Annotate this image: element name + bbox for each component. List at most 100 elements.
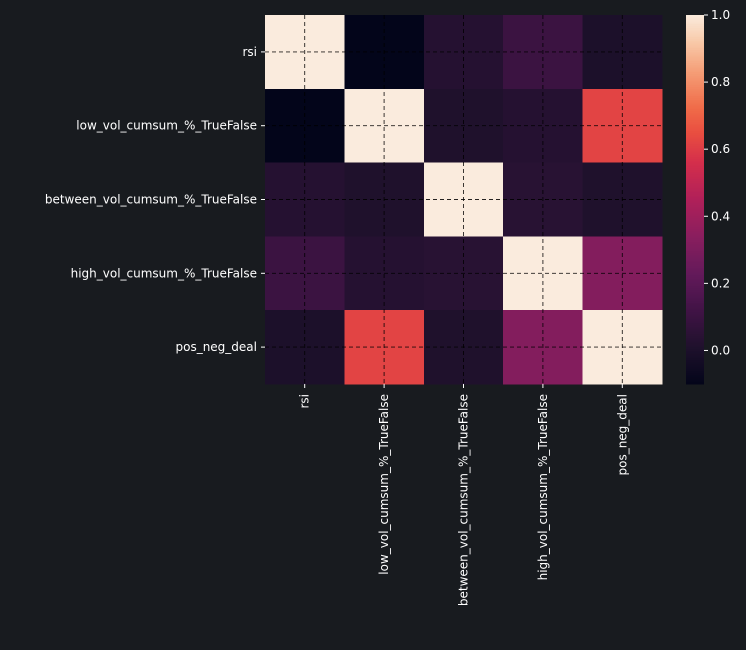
y-tick-label-0: rsi <box>242 45 257 59</box>
colorbar-strip <box>686 157 704 160</box>
colorbar-strip <box>686 302 704 306</box>
colorbar-strip <box>686 369 704 372</box>
colorbar-strip <box>686 79 704 83</box>
colorbar-strip <box>686 310 704 313</box>
colorbar-strip <box>686 245 704 249</box>
colorbar-strip <box>686 15 704 18</box>
colorbar-strip <box>686 219 704 223</box>
colorbar-strip <box>686 112 704 116</box>
colorbar-strip <box>686 299 704 302</box>
colorbar-strip <box>686 238 704 241</box>
colorbar-strip <box>686 273 704 276</box>
colorbar-strip <box>686 116 704 119</box>
colorbar-strip <box>686 328 704 332</box>
colorbar-strip <box>686 149 704 153</box>
colorbar-strip <box>686 46 704 49</box>
colorbar-strip <box>686 83 704 86</box>
colorbar-strip <box>686 286 704 289</box>
colorbar-strip <box>686 352 704 356</box>
colorbar-strip <box>686 64 704 68</box>
colorbar-strip <box>686 144 704 147</box>
colorbar-strip <box>686 230 704 234</box>
colorbar-strip <box>686 282 704 285</box>
colorbar-strip <box>686 193 704 197</box>
colorbar-strip <box>686 35 704 38</box>
colorbar-strip <box>686 86 704 90</box>
colorbar-strip <box>686 90 704 94</box>
colorbar-strip <box>686 350 704 354</box>
colorbar-strip <box>686 151 704 154</box>
y-tick-label-4: pos_neg_deal <box>175 340 257 354</box>
colorbar-strip <box>686 166 704 169</box>
colorbar-strip <box>686 59 704 62</box>
colorbar-strip <box>686 175 704 178</box>
colorbar-strip <box>686 356 704 359</box>
x-tick-label-1: low_vol_cumsum_%_TrueFalse <box>377 394 391 575</box>
colorbar-strip <box>686 223 704 226</box>
colorbar-strip <box>686 125 704 129</box>
colorbar-strip <box>686 160 704 164</box>
colorbar-strip <box>686 345 704 348</box>
colorbar-strip <box>686 336 704 339</box>
x-tick-label-4: pos_neg_deal <box>615 394 629 476</box>
colorbar-strip <box>686 221 704 225</box>
colorbar-strip <box>686 33 704 36</box>
colorbar-strip <box>686 103 704 107</box>
colorbar-strip <box>686 40 704 44</box>
colorbar-strip <box>686 122 704 125</box>
colorbar-strip <box>686 118 704 121</box>
colorbar-strip <box>686 136 704 140</box>
colorbar-strip <box>686 164 704 167</box>
colorbar-strip <box>686 295 704 298</box>
colorbar-strip <box>686 321 704 324</box>
colorbar-strip <box>686 62 704 66</box>
colorbar-strip <box>686 256 704 260</box>
colorbar-strip <box>686 81 704 84</box>
colorbar-strip <box>686 361 704 365</box>
x-tick-label-2: between_vol_cumsum_%_TrueFalse <box>457 394 471 606</box>
colorbar-strip <box>686 138 704 142</box>
colorbar-strip <box>686 372 704 376</box>
colorbar-strip <box>686 323 704 326</box>
colorbar-strip <box>686 197 704 201</box>
colorbar-strip <box>686 158 704 162</box>
colorbar-strip <box>686 265 704 269</box>
colorbar-strip <box>686 182 704 186</box>
colorbar-strip <box>686 53 704 57</box>
colorbar-strip <box>686 308 704 311</box>
colorbar-strip <box>686 96 704 99</box>
colorbar-strip <box>686 50 704 53</box>
colorbar-strip <box>686 171 704 175</box>
colorbar-strip <box>686 75 704 79</box>
colorbar-strip <box>686 324 704 328</box>
x-tick-label-3: high_vol_cumsum_%_TrueFalse <box>536 394 550 580</box>
colorbar-strip <box>686 18 704 22</box>
colorbar-strip <box>686 129 704 132</box>
colorbar-strip <box>686 31 704 35</box>
colorbar-strip <box>686 253 704 256</box>
colorbar-strip <box>686 114 704 118</box>
colorbar-strip <box>686 88 704 92</box>
colorbar-strip <box>686 251 704 254</box>
colorbar-tick-label-5: 1.0 <box>711 8 730 22</box>
colorbar-strip <box>686 85 704 88</box>
colorbar-strip <box>686 38 704 42</box>
colorbar-strip <box>686 358 704 361</box>
colorbar-strip <box>686 26 704 29</box>
colorbar-strip <box>686 48 704 51</box>
colorbar-strip <box>686 276 704 280</box>
colorbar-strip <box>686 92 704 95</box>
colorbar-strip <box>686 184 704 188</box>
colorbar-strip <box>686 195 704 199</box>
colorbar-strip <box>686 374 704 378</box>
colorbar-strip <box>686 262 704 265</box>
colorbar-strip <box>686 236 704 239</box>
colorbar-strip <box>686 99 704 103</box>
colorbar-strip <box>686 360 704 363</box>
colorbar-strip <box>686 147 704 151</box>
colorbar-strip <box>686 267 704 271</box>
colorbar-strip <box>686 312 704 315</box>
colorbar-strip <box>686 339 704 343</box>
colorbar-strip <box>686 249 704 252</box>
